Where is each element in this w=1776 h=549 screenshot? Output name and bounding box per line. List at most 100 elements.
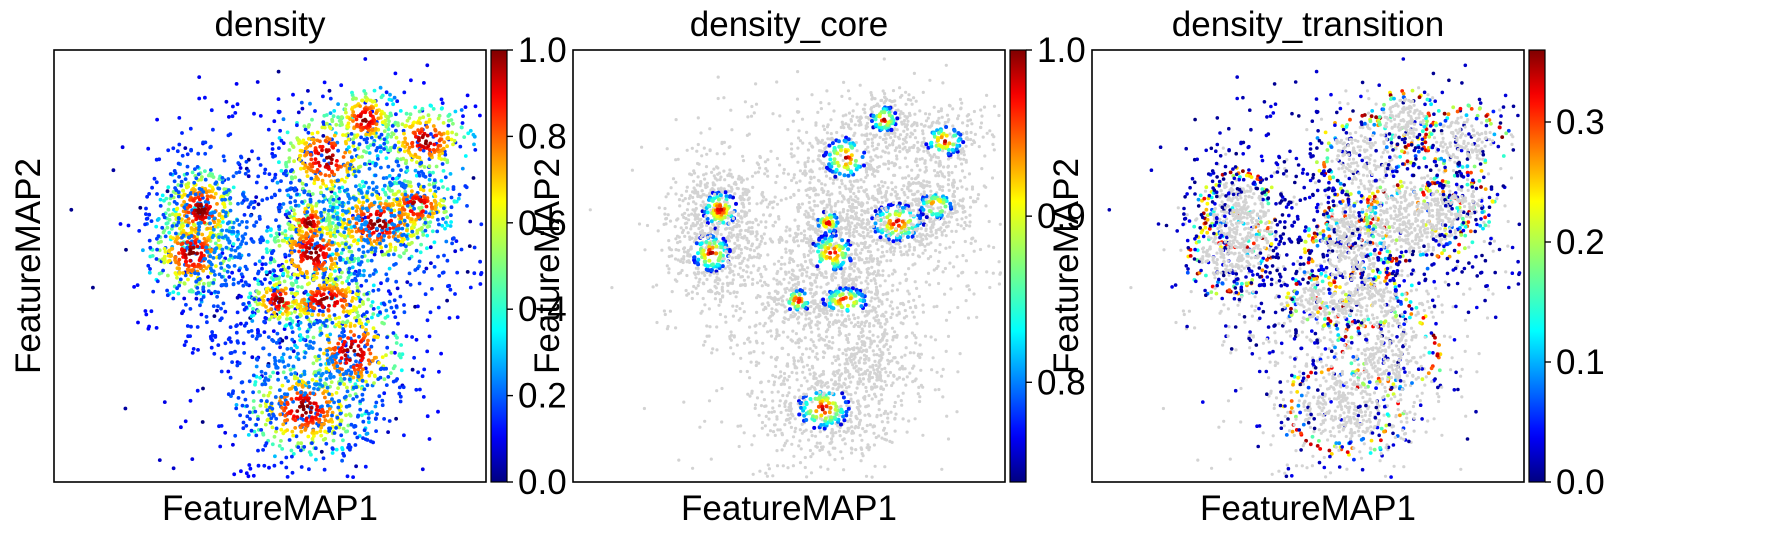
scatter-point xyxy=(303,127,308,132)
scatter-point xyxy=(391,379,396,384)
scatter-point xyxy=(326,215,331,220)
scatter-point xyxy=(235,229,240,234)
scatter-point xyxy=(293,310,297,314)
scatter-point xyxy=(975,315,979,319)
scatter-point xyxy=(363,464,368,469)
scatter-point xyxy=(325,353,330,357)
scatter-point xyxy=(273,154,277,158)
scatter-point xyxy=(197,224,202,229)
scatter-point xyxy=(193,167,197,172)
scatter-point xyxy=(370,192,375,197)
scatter-point xyxy=(370,180,375,185)
scatter-point xyxy=(266,393,271,398)
scatter-point xyxy=(789,152,793,156)
scatter-point xyxy=(205,250,210,254)
scatter-point xyxy=(395,99,400,104)
scatter-point xyxy=(711,347,715,351)
scatter-point xyxy=(848,97,852,101)
scatter-point xyxy=(360,254,365,259)
scatter-point xyxy=(241,426,246,431)
scatter-point xyxy=(334,199,339,204)
scatter-point xyxy=(315,271,320,276)
scatter-point xyxy=(340,185,345,190)
scatter-point xyxy=(674,326,678,330)
scatter-point xyxy=(355,435,360,440)
scatter-point xyxy=(158,197,163,202)
scatter-point xyxy=(277,315,282,320)
scatter-point xyxy=(737,444,741,449)
scatter-point xyxy=(374,400,379,405)
scatter-point xyxy=(817,333,821,337)
scatter-point xyxy=(349,422,354,427)
scatter-point xyxy=(393,245,398,250)
scatter-point xyxy=(443,226,447,231)
scatter-point xyxy=(386,375,391,379)
scatter-point xyxy=(340,200,345,205)
scatter-point xyxy=(792,454,796,458)
scatter-point xyxy=(381,219,386,224)
scatter-point xyxy=(314,250,319,255)
scatter-point xyxy=(146,146,151,151)
scatter-point xyxy=(255,328,260,332)
scatter-point xyxy=(185,240,190,244)
scatter-point xyxy=(239,321,243,326)
scatter-point xyxy=(407,256,412,261)
scatter-point xyxy=(356,238,361,243)
scatter-point xyxy=(228,208,233,213)
scatter-point xyxy=(439,106,444,111)
scatter-point xyxy=(203,177,208,182)
scatter-point xyxy=(256,291,261,296)
scatter-point xyxy=(230,114,235,119)
colorbar-tick-label: 1.0 xyxy=(518,31,567,70)
scatter-point xyxy=(308,410,313,415)
scatter-point xyxy=(256,174,261,179)
scatter-point xyxy=(320,178,325,183)
scatter-point xyxy=(340,458,344,463)
scatter-point xyxy=(968,224,972,228)
scatter-point xyxy=(302,337,306,342)
scatter-point xyxy=(326,308,331,312)
scatter-point xyxy=(365,370,369,374)
scatter-point xyxy=(150,254,155,258)
scatter-point xyxy=(351,475,355,479)
scatter-point xyxy=(315,130,320,135)
scatter-point xyxy=(425,246,429,251)
scatter-point xyxy=(346,423,351,428)
scatter-point xyxy=(334,163,339,168)
scatter-point xyxy=(374,111,379,115)
scatter-point xyxy=(739,251,744,255)
scatter-point xyxy=(220,235,225,240)
scatter-point xyxy=(437,369,441,374)
scatter-point xyxy=(366,258,370,263)
scatter-point xyxy=(312,306,317,311)
scatter-point xyxy=(348,260,352,264)
scatter-point xyxy=(374,103,378,108)
scatter-point xyxy=(385,135,389,140)
scatter-point xyxy=(473,148,478,152)
scatter-point xyxy=(267,172,272,177)
scatter-point xyxy=(758,322,762,326)
scatter-point xyxy=(375,219,380,224)
scatter-point xyxy=(305,224,309,229)
scatter-point xyxy=(230,360,235,364)
scatter-point xyxy=(359,260,364,264)
scatter-point xyxy=(988,129,992,133)
scatter-point xyxy=(702,146,706,150)
scatter-point xyxy=(361,273,366,278)
scatter-point xyxy=(881,269,885,273)
scatter-point xyxy=(420,135,425,140)
scatter-point xyxy=(388,92,392,97)
scatter-point xyxy=(944,246,948,250)
scatter-point xyxy=(228,375,233,380)
scatter-point xyxy=(392,145,397,150)
scatter-point xyxy=(250,355,255,360)
scatter-point xyxy=(184,302,188,307)
scatter-point xyxy=(165,221,170,225)
scatter-point xyxy=(273,314,278,318)
scatter-point xyxy=(213,191,218,196)
scatter-point xyxy=(269,307,273,311)
scatter-point xyxy=(275,331,280,336)
scatter-point xyxy=(710,351,714,355)
scatter-point xyxy=(341,247,345,252)
scatter-point xyxy=(387,174,392,178)
